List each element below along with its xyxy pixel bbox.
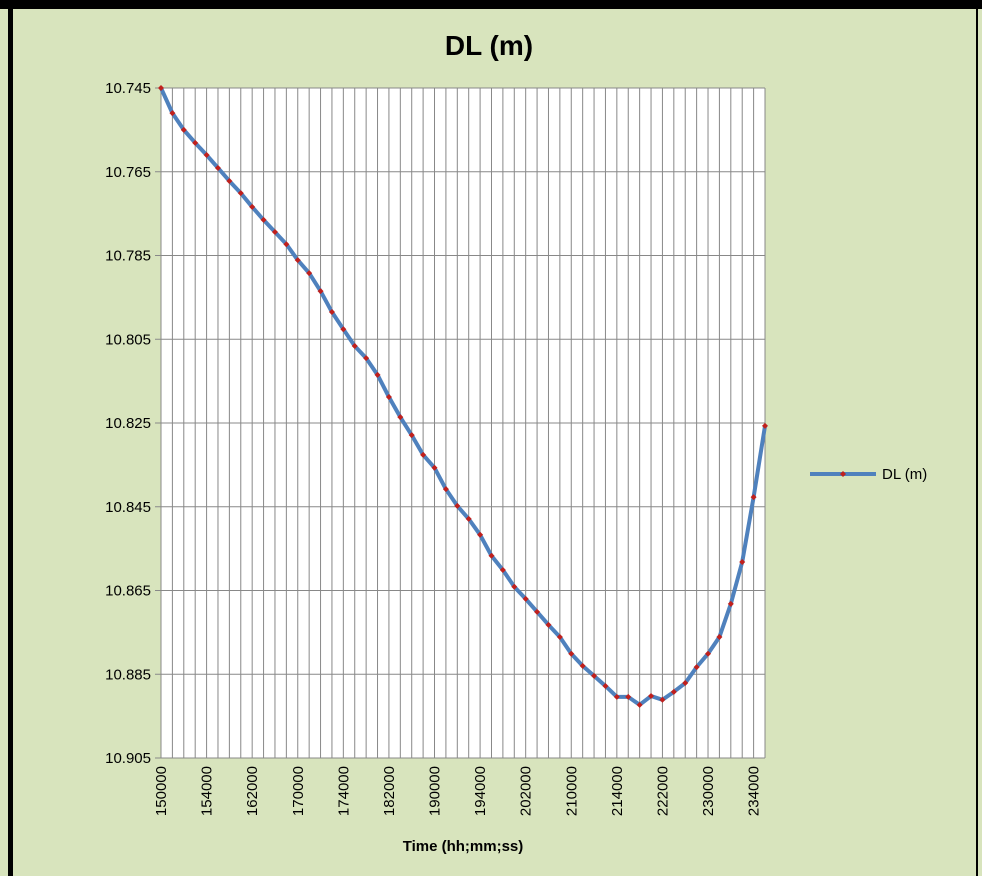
data-marker [477,531,484,538]
data-marker [465,515,472,522]
frame-left [8,0,13,876]
x-tick-label: 154000 [199,766,216,816]
y-tick-label: 10.785 [105,248,151,265]
data-marker [363,355,370,362]
data-marker [249,203,256,210]
data-marker [294,257,301,264]
legend-marker [840,471,846,477]
data-marker [750,494,757,501]
x-tick-label: 194000 [472,766,489,816]
data-marker [739,559,746,566]
data-marker [499,566,506,573]
y-tick-label: 10.745 [105,80,151,97]
data-marker [169,110,176,117]
y-tick-label: 10.825 [105,415,151,432]
data-marker [670,688,677,695]
y-tick-label: 10.865 [105,583,151,600]
x-tick-label: 210000 [563,766,580,816]
x-tick-label: 234000 [746,766,763,816]
data-marker [454,502,461,509]
data-marker [328,309,335,316]
y-tick-label: 10.805 [105,331,151,348]
x-tick-label: 190000 [427,766,444,816]
data-marker [420,451,427,458]
data-marker [727,600,734,607]
data-marker [636,701,643,708]
legend-label: DL (m) [882,466,927,483]
frame-right [976,0,978,876]
data-marker [568,650,575,657]
x-tick-label: 230000 [700,766,717,816]
data-marker [317,288,324,295]
data-marker [351,342,358,349]
data-marker [226,177,233,184]
data-marker [591,672,598,679]
data-marker [385,394,392,401]
data-marker [340,326,347,333]
data-marker [648,693,655,700]
y-tick-label: 10.885 [105,666,151,683]
data-marker [693,664,700,671]
data-marker [408,432,415,439]
x-tick-label: 170000 [290,766,307,816]
x-tick-label: 182000 [381,766,398,816]
x-tick-label: 174000 [335,766,352,816]
data-marker [180,126,187,133]
data-marker [545,621,552,628]
data-marker [682,680,689,687]
data-marker [158,85,164,91]
data-line [159,87,767,707]
data-marker [488,552,495,559]
chart-title: DL (m) [445,30,533,61]
data-marker [237,190,244,197]
data-marker [397,414,404,421]
x-axis-label: Time (hh;mm;ss) [403,838,524,855]
x-tick-label: 222000 [654,766,671,816]
y-tick-label: 10.765 [105,164,151,181]
data-marker [374,371,381,378]
frame-top [0,0,982,9]
data-marker [203,152,210,158]
x-tick-label: 162000 [244,766,261,816]
data-marker [716,633,723,640]
data-marker [511,583,518,590]
data-marker [306,270,313,277]
data-marker [214,164,221,171]
data-marker [522,595,529,602]
x-tick-label: 214000 [609,766,626,816]
x-tick-label: 202000 [518,766,535,816]
data-marker [260,216,267,223]
data-marker [659,696,666,703]
data-marker [283,241,290,248]
data-marker [625,693,632,700]
data-marker [192,139,199,146]
data-marker [556,633,563,640]
data-marker [579,662,586,669]
data-marker [602,682,609,689]
data-marker [271,229,278,236]
data-marker [762,422,768,429]
data-marker [534,608,541,615]
y-tick-label: 10.845 [105,499,151,516]
data-marker [442,486,449,493]
data-marker [613,693,620,700]
data-marker [431,464,438,471]
y-tick-label: 10.905 [105,750,151,767]
data-marker [705,650,712,657]
x-tick-label: 150000 [153,766,170,816]
